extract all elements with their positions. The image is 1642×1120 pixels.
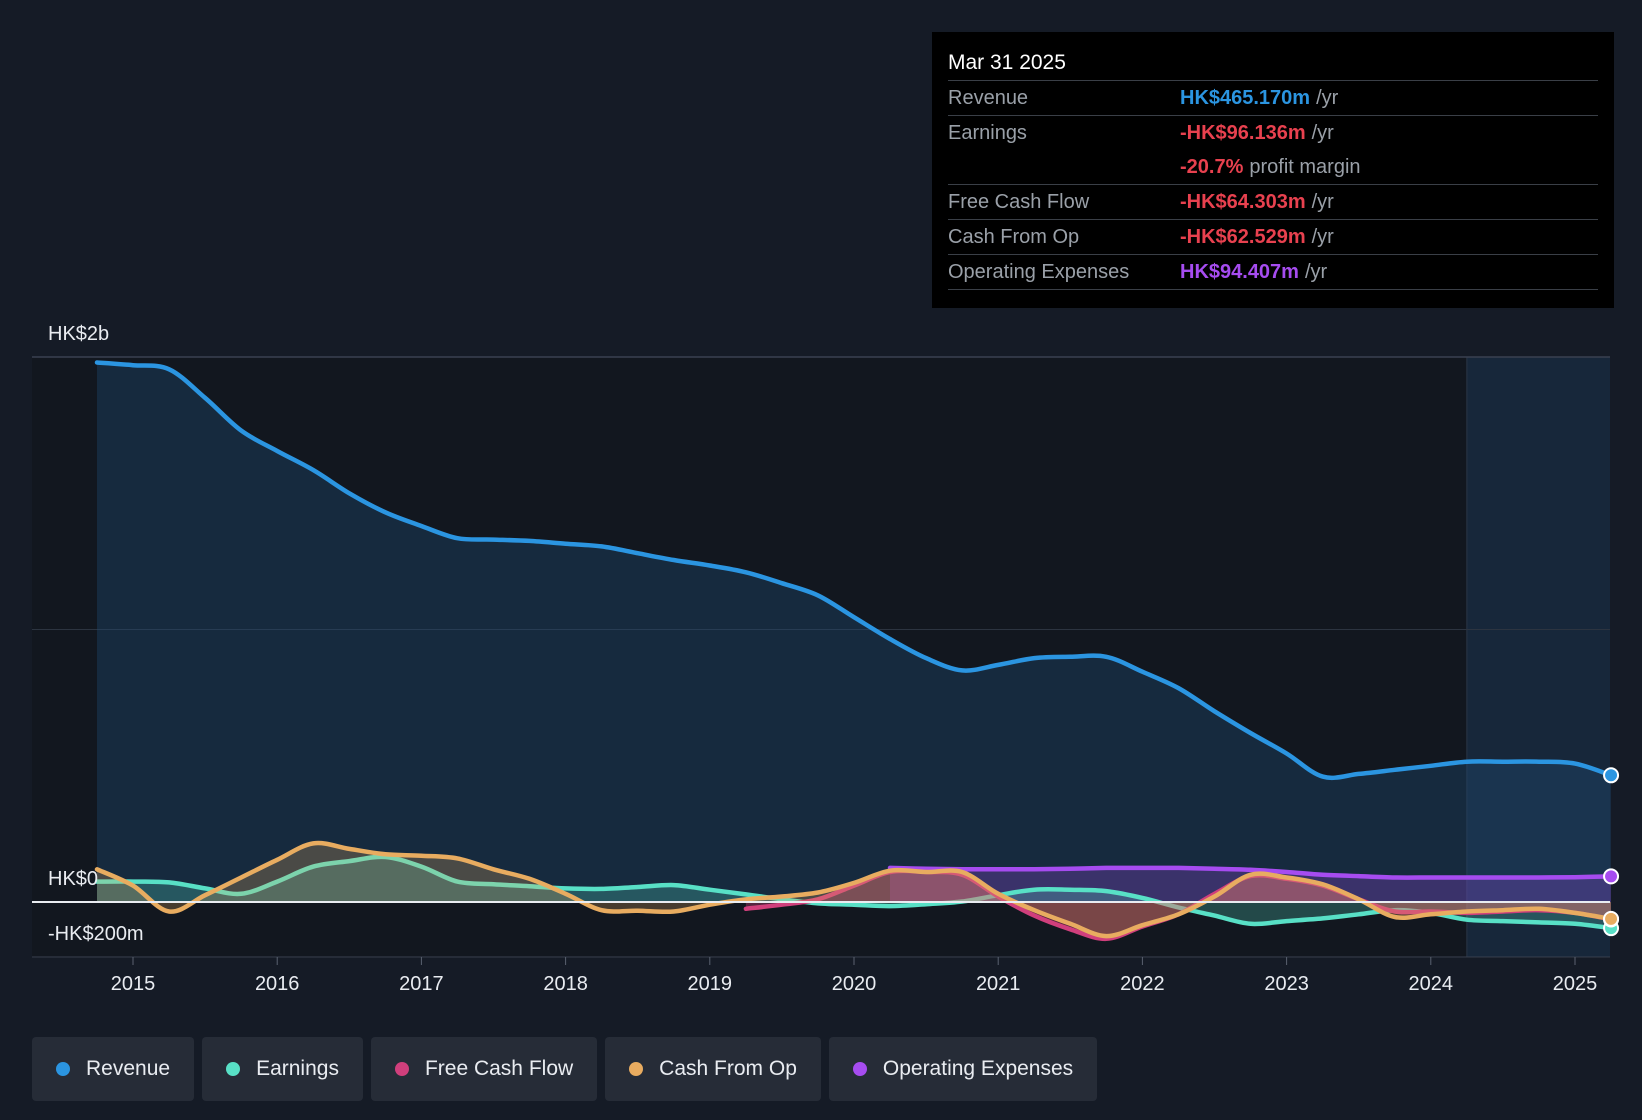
x-tick-label: 2023 — [1264, 973, 1309, 995]
revenue-end-point — [1603, 767, 1620, 784]
x-tick-label: 2015 — [111, 973, 156, 995]
tooltip-row-free-cash-flow: Free Cash Flow -HK$64.303m/yr — [948, 184, 1598, 219]
legend-item-revenue[interactable]: Revenue — [32, 1037, 195, 1101]
series-layer — [94, 360, 1614, 942]
tooltip-value: -20.7% profit margin — [1180, 156, 1361, 178]
cash-from-op-end-point — [1603, 910, 1620, 927]
operating-expenses-area — [890, 867, 1611, 902]
tooltip-value: -HK$62.529m/yr — [1180, 226, 1334, 248]
tooltip-label: Operating Expenses — [948, 261, 1130, 283]
x-tick-label: 2017 — [399, 973, 444, 995]
plot-area-background — [32, 357, 1610, 958]
tooltip-value: -HK$96.136m/yr — [1180, 122, 1334, 144]
legend-item-earnings[interactable]: Earnings — [202, 1037, 363, 1101]
y-axis-label-top: HK$2b — [48, 323, 109, 345]
legend-dot-icon — [852, 1062, 867, 1076]
tooltip-value: HK$465.170m/yr — [1180, 87, 1339, 109]
tooltip-date: Mar 31 2025 — [948, 51, 1066, 74]
tooltip-label: Free Cash Flow — [948, 191, 1090, 213]
y-axis-label-bottom: -HK$200m — [48, 923, 144, 945]
tooltip-row-earnings: Earnings -HK$96.136m/yr — [948, 115, 1598, 150]
legend-label: Free Cash Flow — [424, 1057, 574, 1080]
y-axis-label-zero: HK$0 — [48, 868, 98, 890]
legend-dot-icon — [226, 1062, 241, 1076]
x-axis-ticks: 2015 2016 2017 2018 2019 2020 2021 2022 2023 2024… — [111, 957, 1598, 995]
legend-dot-icon — [56, 1062, 70, 1076]
legend-dot-icon — [629, 1062, 644, 1076]
legend-label: Operating Expenses — [882, 1057, 1074, 1080]
earnings-area — [97, 856, 1611, 929]
x-tick-label: 2020 — [832, 973, 877, 995]
tooltip-row-cash-from-op: Cash From Op -HK$62.529m/yr — [948, 219, 1598, 254]
tooltip-label: Earnings — [948, 122, 1027, 144]
legend-dot-icon — [394, 1062, 409, 1076]
cash-from-op-area — [97, 843, 1611, 937]
forecast-highlight-band — [1466, 357, 1610, 957]
earnings-line — [94, 854, 1614, 931]
legend: Revenue Earnings Free Cash Flow Cash Fro… — [32, 1037, 1098, 1101]
tooltip-panel: Mar 31 2025 Revenue HK$465.170m/yr Earni… — [932, 32, 1614, 308]
revenue-area — [97, 362, 1611, 902]
x-tick-label: 2021 — [976, 973, 1021, 995]
x-tick-label: 2024 — [1409, 973, 1454, 995]
operating-expenses-end-point — [1603, 868, 1620, 885]
revenue-line — [94, 360, 1614, 781]
x-tick-label: 2016 — [255, 973, 300, 995]
legend-label: Cash From Op — [659, 1057, 797, 1080]
tooltip-label: Cash From Op — [948, 226, 1080, 248]
tooltip-row-profit-margin: -20.7% profit margin — [948, 150, 1598, 184]
legend-item-free-cash-flow[interactable]: Free Cash Flow — [370, 1037, 598, 1101]
cash-from-op-line — [94, 840, 1614, 939]
operating-expenses-line — [887, 865, 1614, 880]
x-tick-label: 2019 — [688, 973, 733, 995]
tooltip-value: HK$94.407m/yr — [1180, 261, 1328, 283]
x-tick-label: 2022 — [1120, 973, 1165, 995]
legend-label: Earnings — [256, 1057, 339, 1080]
tooltip-row-revenue: Revenue HK$465.170m/yr — [948, 80, 1598, 115]
end-point-markers — [1603, 767, 1620, 937]
tooltip-value: -HK$64.303m/yr — [1180, 191, 1334, 213]
x-tick-label: 2025 — [1553, 973, 1598, 995]
tooltip-label: Revenue — [948, 87, 1029, 109]
legend-item-cash-from-op[interactable]: Cash From Op — [605, 1037, 821, 1101]
tooltip-row-operating-expenses: Operating Expenses HK$94.407m/yr — [948, 254, 1598, 290]
free-cash-flow-area — [745, 870, 1611, 939]
legend-item-operating-expenses[interactable]: Operating Expenses — [828, 1037, 1098, 1101]
x-tick-label: 2018 — [543, 973, 588, 995]
legend-label: Revenue — [86, 1057, 171, 1080]
